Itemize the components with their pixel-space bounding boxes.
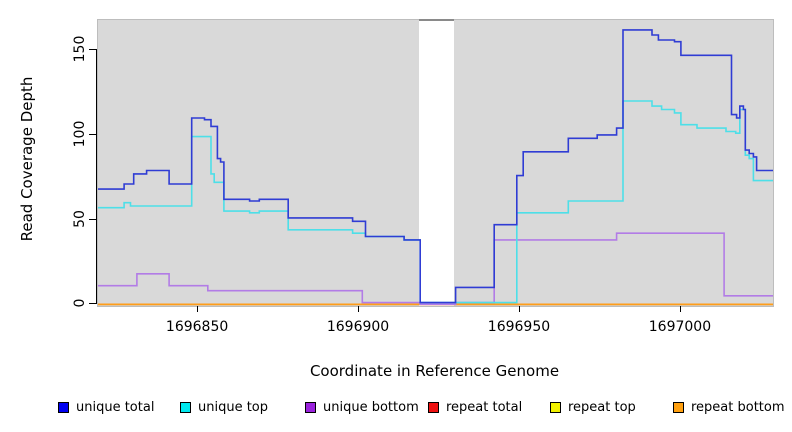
y-tick-label: 100	[72, 120, 88, 148]
legend-swatch-icon	[550, 402, 561, 413]
legend-label: repeat bottom	[691, 400, 785, 415]
legend-swatch-icon	[673, 402, 684, 413]
legend-swatch-icon	[428, 402, 439, 413]
x-tick-label: 1697000	[648, 319, 712, 335]
legend-label: unique bottom	[323, 400, 419, 415]
legend-label: repeat top	[568, 400, 636, 415]
series-lines	[98, 29, 773, 306]
y-tick-label: 0	[72, 298, 88, 308]
x-axis-title: Coordinate in Reference Genome	[309, 362, 560, 380]
y-tick-mark	[89, 49, 96, 51]
plot-panel	[97, 19, 774, 307]
y-tick-label: 50	[72, 209, 88, 228]
legend-swatch-icon	[58, 402, 69, 413]
series-line-unique-total	[98, 29, 773, 304]
x-tick-label: 1696900	[326, 319, 390, 335]
y-tick-mark	[89, 303, 96, 305]
x-tick-mark	[358, 306, 360, 312]
legend-label: unique total	[76, 400, 155, 415]
series-line-unique-bottom	[98, 232, 773, 306]
y-axis-line	[96, 49, 97, 305]
series-line-unique-top	[98, 100, 773, 304]
x-tick-mark	[518, 306, 520, 312]
y-tick-mark	[89, 218, 96, 220]
y-axis-title: Read Coverage Depth	[18, 76, 36, 242]
x-tick-label: 1696850	[165, 319, 229, 335]
na-gap-region	[418, 19, 455, 306]
legend-swatch-icon	[305, 402, 316, 413]
legend-swatch-icon	[180, 402, 191, 413]
x-tick-mark	[197, 306, 199, 312]
legend-label: unique top	[198, 400, 269, 415]
y-tick-label: 150	[72, 35, 88, 63]
legend-label: repeat total	[446, 400, 523, 415]
x-tick-mark	[679, 306, 681, 312]
x-tick-label: 1696950	[487, 319, 551, 335]
na-gap-cap-line	[418, 19, 455, 21]
y-tick-mark	[89, 133, 96, 135]
